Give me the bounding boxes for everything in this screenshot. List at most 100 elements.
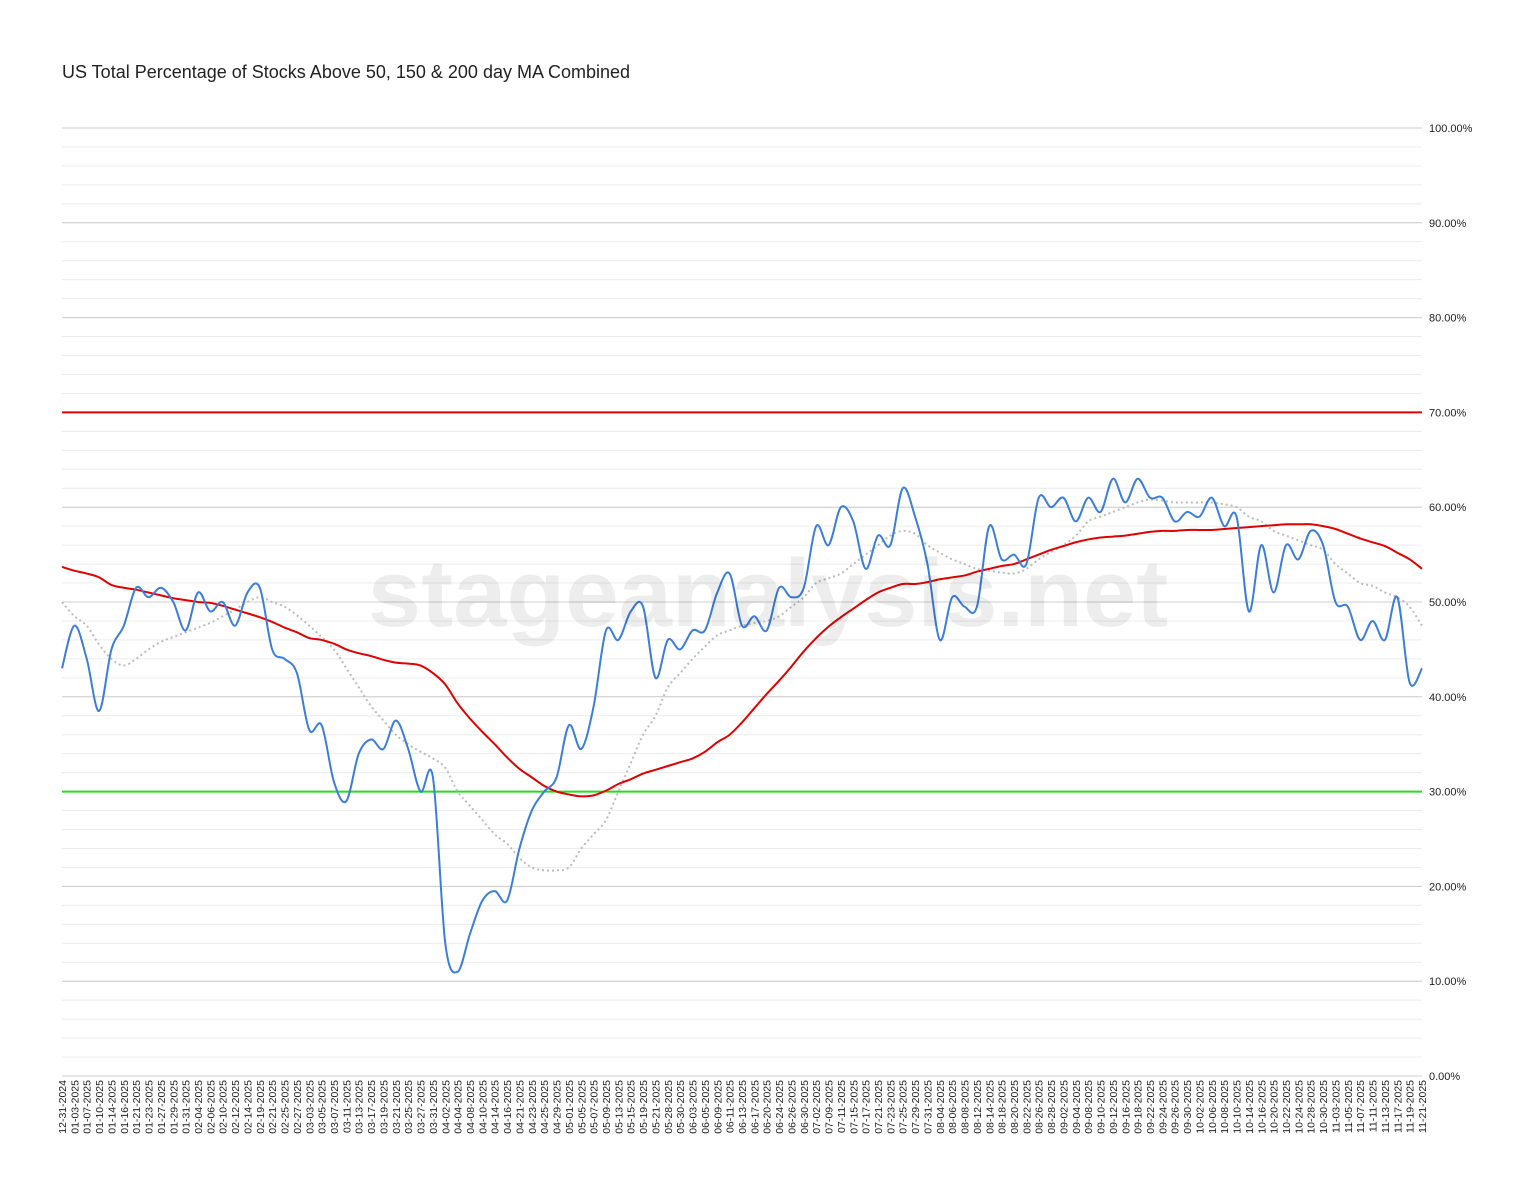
x-tick-label: 10-24-2025: [1293, 1080, 1305, 1134]
x-tick-label: 10-14-2025: [1244, 1080, 1256, 1134]
x-tick-label: 01-23-2025: [144, 1080, 156, 1134]
x-tick-label: 08-04-2025: [935, 1080, 947, 1134]
x-tick-label: 10-20-2025: [1269, 1080, 1281, 1134]
x-tick-label: 08-06-2025: [947, 1080, 959, 1134]
x-tick-label: 09-30-2025: [1182, 1080, 1194, 1134]
x-tick-label: 04-23-2025: [527, 1080, 539, 1134]
x-tick-label: 08-14-2025: [984, 1080, 996, 1134]
x-tick-label: 10-30-2025: [1318, 1080, 1330, 1134]
x-tick-label: 06-11-2025: [725, 1080, 737, 1133]
x-tick-label: 05-19-2025: [638, 1080, 650, 1134]
x-tick-label: 04-08-2025: [465, 1080, 477, 1134]
x-tick-label: 10-10-2025: [1232, 1080, 1244, 1134]
y-tick-label: 70.00%: [1429, 407, 1467, 419]
x-tick-label: 09-02-2025: [1058, 1080, 1070, 1134]
x-tick-label: 03-11-2025: [341, 1080, 353, 1133]
x-tick-label: 06-17-2025: [749, 1080, 761, 1134]
x-tick-label: 06-03-2025: [688, 1080, 700, 1134]
x-tick-label: 01-07-2025: [82, 1080, 94, 1134]
x-tick-label: 06-20-2025: [762, 1080, 774, 1134]
x-tick-label: 04-29-2025: [552, 1080, 564, 1134]
x-tick-label: 07-09-2025: [824, 1080, 836, 1134]
x-tick-label: 01-21-2025: [131, 1080, 143, 1134]
y-tick-label: 40.00%: [1429, 692, 1467, 704]
x-tick-label: 10-28-2025: [1306, 1080, 1318, 1134]
x-tick-label: 07-11-2025: [836, 1080, 848, 1133]
x-tick-label: 11-11-2025: [1368, 1080, 1380, 1132]
x-tick-label: 03-21-2025: [391, 1080, 403, 1134]
x-tick-label: 11-03-2025: [1330, 1080, 1342, 1133]
x-tick-label: 02-21-2025: [267, 1080, 279, 1134]
x-tick-label: 03-31-2025: [428, 1080, 440, 1134]
x-tick-label: 03-13-2025: [354, 1080, 366, 1134]
x-tick-label: 02-27-2025: [292, 1080, 304, 1134]
y-tick-label: 80.00%: [1429, 313, 1467, 325]
x-tick-label: 06-13-2025: [737, 1080, 749, 1134]
x-tick-label: 11-13-2025: [1380, 1080, 1392, 1133]
x-tick-label: 12-31-2024: [57, 1080, 69, 1134]
x-tick-label: 01-31-2025: [181, 1080, 193, 1134]
y-tick-label: 10.00%: [1429, 976, 1467, 988]
x-tick-label: 08-20-2025: [1009, 1080, 1021, 1134]
x-tick-label: 11-19-2025: [1405, 1080, 1417, 1133]
x-tick-label: 08-22-2025: [1021, 1080, 1033, 1134]
ref-layer: [62, 411, 1422, 793]
x-tick-label: 03-19-2025: [378, 1080, 390, 1134]
x-tick-label: 08-28-2025: [1046, 1080, 1058, 1134]
x-tick-label: 06-26-2025: [786, 1080, 798, 1134]
x-tick-label: 10-06-2025: [1207, 1080, 1219, 1134]
x-tick-label: 06-30-2025: [799, 1080, 811, 1134]
labels-layer: 0.00% 10.00% 20.00% 30.00% 40.00% 50.00% 60.00…: [57, 123, 1473, 1134]
x-tick-label: 04-04-2025: [453, 1080, 465, 1134]
x-tick-label: 05-28-2025: [663, 1080, 675, 1134]
x-tick-label: 09-22-2025: [1145, 1080, 1157, 1134]
watermark: stageanalysis.net: [368, 540, 1168, 647]
x-tick-label: 01-10-2025: [94, 1080, 106, 1134]
x-tick-label: 07-21-2025: [873, 1080, 885, 1134]
chart-title: US Total Percentage of Stocks Above 50, …: [62, 62, 630, 82]
x-tick-label: 08-08-2025: [960, 1080, 972, 1134]
lines-layer: [61, 477, 1423, 974]
x-tick-label: 08-26-2025: [1034, 1080, 1046, 1134]
x-tick-label: 09-18-2025: [1133, 1080, 1145, 1134]
x-tick-label: 08-12-2025: [972, 1080, 984, 1134]
x-tick-label: 04-02-2025: [440, 1080, 452, 1134]
x-tick-label: 02-04-2025: [193, 1080, 205, 1134]
x-tick-label: 07-02-2025: [811, 1080, 823, 1134]
x-tick-label: 09-24-2025: [1157, 1080, 1169, 1134]
x-tick-label: 09-16-2025: [1120, 1080, 1132, 1134]
series-line: [61, 523, 1423, 798]
x-tick-label: 08-18-2025: [997, 1080, 1009, 1134]
x-tick-label: 11-05-2025: [1343, 1080, 1355, 1133]
x-tick-label: 09-08-2025: [1083, 1080, 1095, 1134]
x-tick-label: 01-29-2025: [168, 1080, 180, 1134]
x-tick-label: 01-27-2025: [156, 1080, 168, 1134]
y-tick-label: 0.00%: [1429, 1071, 1460, 1083]
x-tick-label: 05-30-2025: [675, 1080, 687, 1134]
x-tick-label: 03-27-2025: [416, 1080, 428, 1134]
x-tick-label: 07-31-2025: [922, 1080, 934, 1134]
x-tick-label: 02-10-2025: [218, 1080, 230, 1134]
x-tick-label: 02-06-2025: [205, 1080, 217, 1134]
x-tick-label: 04-25-2025: [539, 1080, 551, 1134]
x-tick-label: 04-16-2025: [502, 1080, 514, 1134]
x-tick-label: 05-21-2025: [650, 1080, 662, 1134]
x-tick-label: 10-16-2025: [1256, 1080, 1268, 1134]
y-tick-label: 60.00%: [1429, 502, 1467, 514]
x-tick-label: 04-10-2025: [477, 1080, 489, 1134]
x-tick-label: 06-24-2025: [774, 1080, 786, 1134]
x-tick-label: 05-15-2025: [626, 1080, 638, 1134]
x-tick-label: 02-14-2025: [242, 1080, 254, 1134]
x-tick-label: 04-14-2025: [490, 1080, 502, 1134]
x-tick-label: 05-05-2025: [576, 1080, 588, 1134]
x-tick-label: 03-25-2025: [403, 1080, 415, 1134]
x-tick-label: 01-14-2025: [106, 1080, 118, 1134]
y-tick-label: 30.00%: [1429, 787, 1467, 799]
x-tick-label: 10-08-2025: [1219, 1080, 1231, 1134]
x-tick-label: 03-07-2025: [329, 1080, 341, 1134]
x-tick-label: 07-29-2025: [910, 1080, 922, 1134]
grid-layer: [62, 127, 1422, 1077]
x-tick-label: 09-26-2025: [1170, 1080, 1182, 1134]
x-tick-label: 03-17-2025: [366, 1080, 378, 1134]
